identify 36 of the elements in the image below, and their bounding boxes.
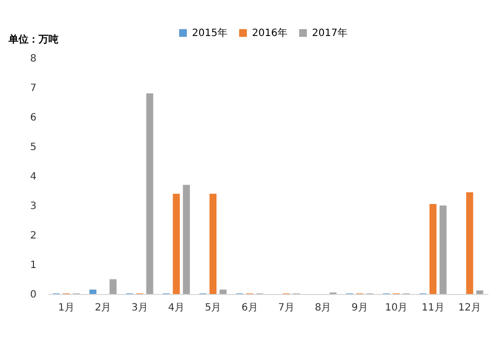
x-tick-label: 6月 bbox=[241, 302, 258, 314]
bar bbox=[110, 279, 117, 294]
x-tick-label: 5月 bbox=[204, 302, 222, 314]
y-axis-title: 单位：万吨 bbox=[8, 34, 58, 46]
y-tick-label: 6 bbox=[30, 112, 36, 124]
y-tick-label: 4 bbox=[30, 172, 36, 182]
legend-label: 2017年 bbox=[312, 27, 348, 39]
x-tick-label: 8月 bbox=[314, 302, 332, 314]
x-tick-label: 3月 bbox=[131, 302, 148, 314]
bar bbox=[146, 93, 154, 294]
bar bbox=[466, 192, 474, 294]
x-tick-label: 10月 bbox=[384, 302, 408, 314]
bar bbox=[89, 290, 96, 294]
bar bbox=[440, 206, 447, 294]
bar bbox=[172, 194, 180, 294]
legend-label: 2016年 bbox=[252, 27, 288, 39]
x-tick-label: 11月 bbox=[422, 302, 444, 314]
legend-label: 2015年 bbox=[192, 27, 228, 39]
x-tick-label: 1月 bbox=[58, 302, 75, 314]
y-tick-label: 1 bbox=[30, 260, 36, 271]
x-tick-label: 9月 bbox=[351, 302, 368, 314]
y-tick-label: 2 bbox=[30, 230, 36, 242]
x-tick-label: 7月 bbox=[278, 302, 295, 314]
bar bbox=[220, 290, 227, 294]
bar bbox=[430, 204, 436, 294]
y-tick-label: 8 bbox=[30, 54, 36, 64]
bar bbox=[182, 184, 190, 294]
x-tick-label: 12月 bbox=[458, 302, 482, 314]
bar bbox=[476, 290, 484, 294]
bar bbox=[210, 194, 216, 294]
x-tick-label: 2月 bbox=[94, 302, 112, 314]
y-tick-label: 5 bbox=[30, 142, 36, 153]
x-tick-label: 4月 bbox=[168, 302, 185, 314]
y-tick-label: 3 bbox=[30, 201, 36, 212]
y-tick-label: 7 bbox=[30, 83, 36, 94]
y-tick-label: 0 bbox=[30, 290, 36, 300]
